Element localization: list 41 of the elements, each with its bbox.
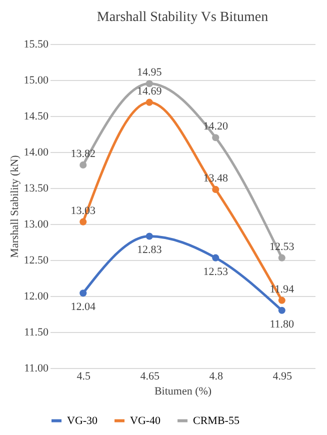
y-tick-label: 14.50 <box>24 110 49 122</box>
point <box>212 254 220 262</box>
x-tick-label: 4.65 <box>140 370 160 382</box>
point <box>80 218 87 226</box>
y-tick-label: 12.00 <box>24 290 49 302</box>
legend-label: VG-30 <box>67 414 98 427</box>
data-label: 11.80 <box>270 318 295 330</box>
point <box>146 98 153 106</box>
legend-label: VG-40 <box>130 414 162 427</box>
x-tick-label: 4.95 <box>272 370 292 382</box>
point <box>278 254 286 262</box>
x-tick-label: 4.5 <box>76 370 91 382</box>
point <box>212 186 220 193</box>
x-tick-label: 4.8 <box>209 370 224 382</box>
data-label: 12.83 <box>137 244 162 256</box>
y-tick-label: 14.00 <box>24 146 49 158</box>
point <box>80 290 87 297</box>
data-label: 13.82 <box>70 148 96 160</box>
point <box>212 134 220 142</box>
data-label: 12.53 <box>203 266 228 278</box>
y-tick-label: 12.50 <box>24 254 49 266</box>
chart-title: Marshall Stability Vs Bitumen <box>96 10 268 25</box>
point <box>146 80 153 88</box>
point <box>278 306 286 314</box>
data-label: 14.95 <box>137 66 162 79</box>
x-axis-title: Bitumen (%) <box>154 386 212 398</box>
y-tick-label: 15.50 <box>24 38 49 50</box>
data-label: 14.69 <box>137 85 162 98</box>
y-axis-title: Marshall Stability (kN) <box>8 154 21 258</box>
point <box>278 296 286 304</box>
point <box>80 161 87 168</box>
data-label: 12.04 <box>70 301 96 314</box>
y-tick-label: 11.00 <box>24 362 49 374</box>
y-tick-label: 11.50 <box>24 326 49 338</box>
legend-label: CRMB-55 <box>193 414 240 427</box>
data-label: 14.20 <box>203 120 228 133</box>
y-tick-label: 15.00 <box>24 74 49 86</box>
point <box>146 232 153 240</box>
y-tick-label: 13.50 <box>24 182 49 194</box>
data-label: 12.53 <box>270 240 295 253</box>
y-tick-label: 13.00 <box>24 218 49 230</box>
